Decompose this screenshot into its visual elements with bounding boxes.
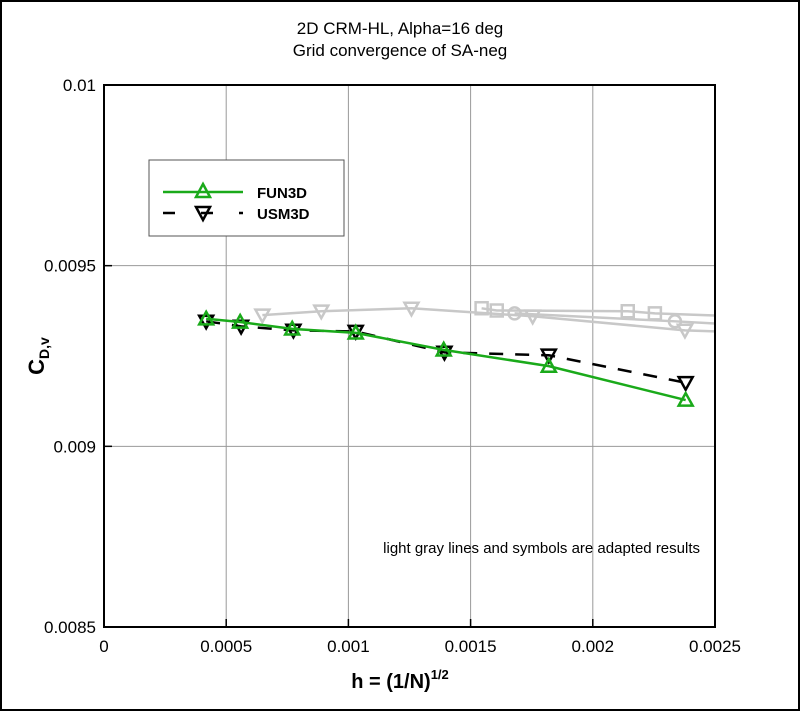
data-point-fun3d bbox=[434, 340, 453, 357]
x-tick-label: 0.001 bbox=[327, 637, 370, 656]
data-point-usm3d bbox=[676, 375, 695, 393]
chart-title: 2D CRM-HL, Alpha=16 deg bbox=[297, 19, 503, 38]
data-point-usm3d bbox=[197, 314, 216, 331]
series-line-fun3d bbox=[206, 317, 686, 402]
data-point-fun3d bbox=[539, 356, 558, 373]
y-tick-label: 0.0085 bbox=[44, 618, 96, 637]
adapted-data-point bbox=[620, 303, 635, 319]
data-point-fun3d bbox=[346, 323, 365, 340]
svg-text:CD,v: CD,v bbox=[24, 337, 52, 375]
adapted-data-point bbox=[667, 314, 683, 329]
adapted-series-line bbox=[514, 312, 716, 325]
data-point-fun3d bbox=[231, 312, 250, 329]
plot-frame bbox=[103, 84, 716, 628]
x-axis-label-sup: 1/2 bbox=[431, 667, 449, 682]
x-tick-label: 0.0005 bbox=[200, 637, 252, 656]
adapted-data-point bbox=[647, 306, 663, 321]
data-point-fun3d bbox=[283, 319, 302, 336]
adapted-data-point bbox=[402, 301, 421, 318]
x-tick-label: 0.0025 bbox=[689, 637, 741, 656]
legend-marker-fun3d bbox=[193, 181, 213, 199]
adapted-data-point bbox=[312, 304, 331, 321]
data-point-fun3d bbox=[197, 309, 216, 326]
adapted-data-point bbox=[253, 308, 272, 325]
chart-subtitle: Grid convergence of SA-neg bbox=[293, 41, 508, 60]
y-axis-label: CD,v bbox=[24, 337, 52, 375]
adapted-data-point bbox=[675, 323, 695, 340]
legend: FUN3D USM3D bbox=[148, 159, 345, 237]
y-axis-label-main: C bbox=[24, 359, 49, 375]
y-tick-label: 0.01 bbox=[63, 76, 96, 95]
series-line-usm3d bbox=[205, 320, 686, 384]
annotation: light gray lines and symbols are adapted… bbox=[383, 540, 700, 557]
adapted-data-point bbox=[474, 301, 489, 316]
x-tick-label: 0.002 bbox=[572, 637, 615, 656]
legend-label-fun3d: FUN3D bbox=[257, 185, 307, 202]
data-point-fun3d bbox=[676, 390, 695, 407]
adapted-data-point bbox=[489, 303, 505, 318]
y-tick-label: 0.009 bbox=[53, 437, 96, 456]
legend-label-usm3d: USM3D bbox=[257, 206, 310, 223]
data-point-usm3d bbox=[435, 345, 454, 362]
legend-marker-usm3d bbox=[193, 205, 213, 223]
x-tick-label: 0 bbox=[99, 637, 108, 656]
x-axis-label: h = (1/N)1/2 bbox=[351, 667, 449, 693]
x-axis-label-main: h = (1/N) bbox=[351, 671, 430, 693]
y-axis-label-sub: D,v bbox=[36, 337, 52, 359]
y-tick-label: 0.0095 bbox=[44, 257, 96, 276]
data-point-usm3d bbox=[539, 348, 558, 365]
adapted-data-point bbox=[507, 306, 522, 321]
x-tick-label: 0.0015 bbox=[445, 637, 497, 656]
